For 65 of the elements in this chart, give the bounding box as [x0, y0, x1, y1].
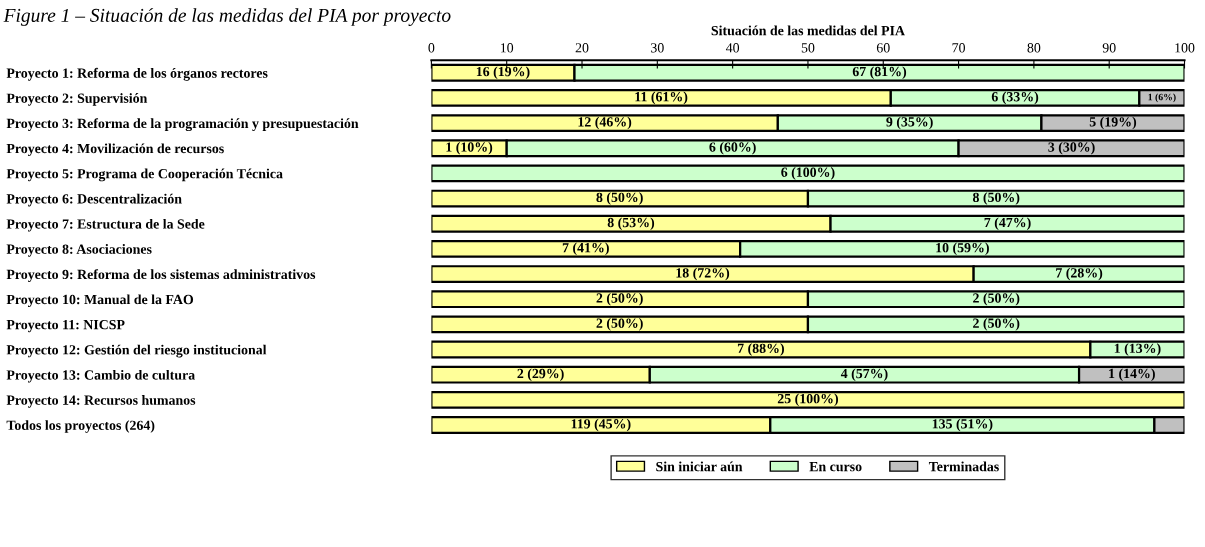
x-tick-label: 20	[575, 43, 589, 53]
x-tick-label: 70	[952, 43, 965, 53]
data-label: 11 (61%)	[635, 91, 688, 105]
y-tick-label: Proyecto 10: Manual de la FAO	[6, 294, 194, 308]
y-tick-label: Proyecto 4: Movilización de recursos	[6, 143, 224, 157]
data-label: 135 (51%)	[932, 418, 993, 432]
y-tick-label: Proyecto 12: Gestión del riesgo institucional	[6, 344, 267, 358]
data-label: 7 (47%)	[984, 217, 1031, 231]
data-label: 2 (50%)	[973, 318, 1020, 331]
legend-label: Sin iniciar aún	[656, 461, 743, 472]
data-label: 12 (46%)	[578, 116, 632, 130]
y-tick-label: Proyecto 14: Recursos humanos	[6, 395, 196, 408]
y-tick-label: Todos los proyectos (264)	[6, 420, 155, 433]
data-label: 5 (19%)	[1089, 116, 1137, 130]
data-label: 67 (81%)	[852, 66, 907, 80]
data-label: 2 (50%)	[596, 318, 643, 331]
data-label: 3 (30%)	[1048, 141, 1095, 155]
data-label: 2 (50%)	[973, 292, 1020, 306]
data-label: 7 (88%)	[737, 343, 784, 356]
x-tick-label: 40	[725, 43, 740, 53]
data-label: 8 (50%)	[596, 192, 643, 205]
bar	[431, 164, 1185, 183]
y-tick-label: Proyecto 1: Reforma de los órganos rectores	[6, 67, 268, 81]
x-tick-label: 30	[651, 43, 664, 53]
y-tick-label: Proyecto 13: Cambio de cultura	[6, 369, 195, 383]
data-label: 7 (28%)	[1056, 267, 1103, 281]
y-tick-label: Proyecto 8: Asociaciones	[6, 244, 152, 257]
data-label: 4 (57%)	[840, 368, 888, 381]
data-label: 1 (6%)	[1148, 93, 1176, 103]
x-tick-label: 80	[1027, 43, 1041, 53]
x-tick-label: 60	[876, 43, 890, 53]
data-label: 6 (60%)	[709, 141, 756, 155]
data-label: 2 (50%)	[596, 292, 643, 306]
x-tick-label: 100	[1175, 43, 1195, 53]
x-tick-label: 50	[801, 43, 815, 53]
caption: Figure 1 – Situación de las medidas del PIA por proyecto	[3, 8, 451, 26]
y-tick-label: Proyecto 3: Reforma de la programación y presupuestación	[6, 118, 359, 132]
data-label: 9 (35%)	[886, 116, 933, 130]
chart-title: Situación de las medidas del PIA	[711, 25, 905, 36]
legend-label: Terminadas	[928, 461, 999, 472]
y-tick-label: Proyecto 6: Descentralización	[6, 193, 182, 207]
y-tick-label: Proyecto 11: NICSP	[6, 319, 125, 333]
data-label: 6 (33%)	[991, 91, 1039, 105]
y-tick-label: Proyecto 7: Estructura de la Sede	[6, 218, 205, 232]
data-label: 2 (29%)	[517, 368, 564, 381]
x-tick-label: 90	[1102, 43, 1116, 53]
data-label: 119 (45%)	[571, 418, 631, 432]
data-label: 1 (14%)	[1109, 368, 1155, 381]
data-label: 8 (50%)	[972, 192, 1020, 205]
data-label: 25 (100%)	[777, 393, 839, 407]
data-label: 8 (53%)	[607, 217, 655, 231]
data-label: 10 (59%)	[936, 242, 989, 256]
x-tick-label: 10	[500, 43, 514, 53]
bar	[431, 390, 1185, 409]
legend-label: En curso	[809, 462, 862, 472]
y-tick-label: Proyecto 5: Programa de Cooperación Técnica	[6, 168, 283, 182]
y-tick-label: Proyecto 9: Reforma de los sistemas administrativos	[6, 269, 316, 282]
data-label: 1 (10%)	[446, 141, 493, 155]
data-label: 1 (13%)	[1114, 343, 1161, 356]
x-tick-label: 0	[428, 43, 435, 53]
data-label: 18 (72%)	[676, 267, 730, 281]
data-label: 7 (41%)	[562, 242, 609, 256]
data-label: 16 (19%)	[476, 66, 530, 80]
y-tick-label: Proyecto 2: Supervisión	[6, 93, 148, 106]
data-label: 6 (100%)	[781, 167, 835, 180]
